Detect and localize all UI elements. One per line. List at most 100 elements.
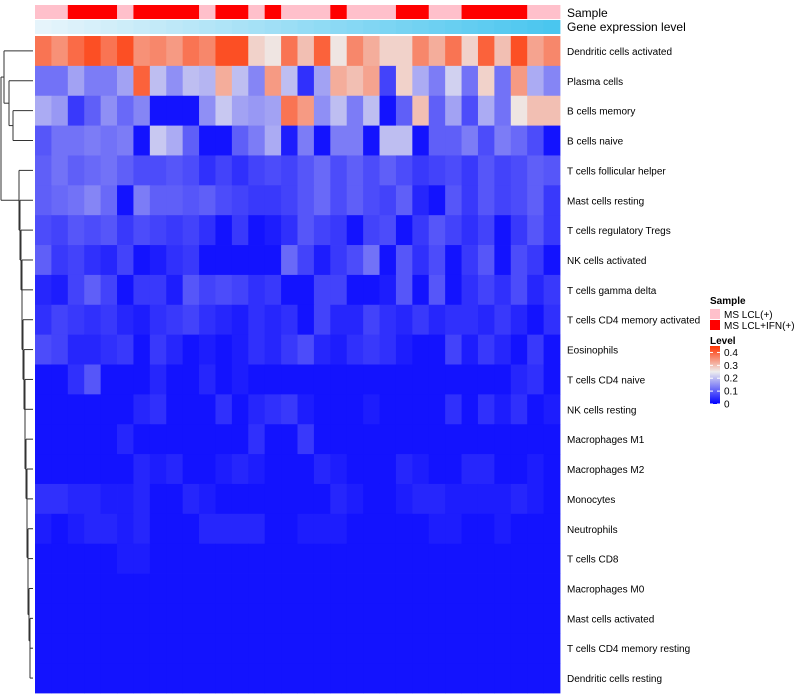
- heatmap-cell: [281, 155, 298, 186]
- heatmap-cell: [182, 36, 200, 67]
- heatmap-cell: [543, 36, 561, 67]
- heatmap-cell: [281, 543, 298, 574]
- sample-annotation-cell: [117, 5, 134, 19]
- heatmap-cell: [100, 125, 118, 156]
- heatmap-cell: [412, 483, 430, 515]
- heatmap-cell: [527, 424, 544, 455]
- heatmap-cell: [346, 633, 364, 664]
- heatmap-cell: [51, 95, 69, 126]
- heatmap-cell: [133, 125, 151, 156]
- heatmap-cell: [281, 304, 298, 336]
- heatmap-cell: [67, 633, 85, 664]
- expression-annotation-cell: [51, 20, 69, 34]
- heatmap-cell: [84, 304, 102, 336]
- heatmap-cell: [363, 155, 380, 186]
- heatmap-cell: [543, 454, 561, 485]
- heatmap-cell: [215, 185, 233, 216]
- sample-annotation-cell: [35, 5, 52, 19]
- heatmap-cell: [166, 215, 184, 246]
- heatmap-cell: [395, 483, 413, 515]
- heatmap-cell: [117, 513, 134, 545]
- heatmap-cell: [117, 185, 134, 216]
- sample-annotation-cell: [248, 5, 266, 19]
- heatmap-cell: [346, 394, 364, 425]
- heatmap-cell: [412, 543, 430, 574]
- heatmap-cell: [527, 274, 544, 306]
- heatmap-cell: [117, 125, 134, 156]
- heatmap-cell: [297, 573, 315, 604]
- heatmap-cell: [67, 95, 85, 126]
- heatmap-cell: [117, 454, 134, 485]
- heatmap-cell: [100, 185, 118, 216]
- heatmap-cell: [182, 513, 200, 545]
- heatmap-cell: [248, 633, 266, 664]
- heatmap-cell: [149, 364, 167, 395]
- heatmap-cell: [51, 633, 69, 664]
- heatmap-cell: [494, 304, 512, 336]
- heatmap-cell: [182, 543, 200, 574]
- heatmap-cell: [395, 95, 413, 126]
- heatmap-cell: [35, 334, 52, 365]
- heatmap-cell: [117, 633, 134, 664]
- heatmap-cell: [67, 36, 85, 67]
- heatmap-cell: [67, 424, 85, 455]
- heatmap-cell: [395, 424, 413, 455]
- heatmap-cell: [117, 65, 134, 97]
- heatmap-cell: [510, 155, 528, 186]
- heatmap-cell: [231, 663, 249, 694]
- heatmap-cell: [166, 633, 184, 664]
- heatmap-cell: [281, 36, 298, 67]
- heatmap-cell: [133, 95, 151, 126]
- heatmap-cell: [494, 663, 512, 694]
- heatmap-cell: [395, 573, 413, 604]
- heatmap-cell: [461, 663, 479, 694]
- heatmap-cell: [510, 394, 528, 425]
- heatmap-cell: [477, 215, 495, 246]
- heatmap-cell: [35, 633, 52, 664]
- heatmap-cell: [51, 65, 69, 97]
- row-label: Macrophages M1: [567, 435, 645, 446]
- heatmap-cell: [166, 543, 184, 574]
- heatmap-cell: [182, 245, 200, 276]
- heatmap-cell: [51, 573, 69, 604]
- heatmap-cell: [313, 274, 331, 306]
- heatmap-cell: [330, 95, 348, 126]
- heatmap-cell: [100, 364, 118, 395]
- heatmap-cell: [330, 543, 348, 574]
- heatmap-cell: [461, 125, 479, 156]
- heatmap-cell: [248, 155, 266, 186]
- heatmap-cell: [412, 513, 430, 545]
- heatmap-cell: [461, 454, 479, 485]
- heatmap-cell: [395, 334, 413, 365]
- heatmap-cell: [543, 513, 561, 545]
- heatmap-cell: [412, 274, 430, 306]
- heatmap-cell: [84, 633, 102, 664]
- heatmap-cell: [199, 245, 216, 276]
- heatmap-cell: [133, 424, 151, 455]
- heatmap-cell: [527, 394, 544, 425]
- heatmap-cell: [543, 603, 561, 634]
- heatmap-cell: [477, 454, 495, 485]
- heatmap-cell: [67, 215, 85, 246]
- heatmap-cell: [182, 454, 200, 485]
- heatmap-cell: [330, 483, 348, 515]
- row-label: NK cells resting: [567, 405, 636, 416]
- heatmap-cell: [182, 304, 200, 336]
- heatmap-cell: [510, 573, 528, 604]
- heatmap-cell: [149, 245, 167, 276]
- heatmap-cell: [182, 573, 200, 604]
- sample-annotation-cell: [133, 5, 151, 19]
- heatmap-cell: [117, 334, 134, 365]
- heatmap-cell: [313, 483, 331, 515]
- heatmap-cell: [330, 394, 348, 425]
- heatmap-cell: [330, 424, 348, 455]
- heatmap-cell: [149, 36, 167, 67]
- heatmap-cell: [346, 573, 364, 604]
- heatmap-cell: [117, 245, 134, 276]
- heatmap-cell: [510, 245, 528, 276]
- heatmap-cell: [84, 274, 102, 306]
- heatmap-cell: [67, 245, 85, 276]
- heatmap-cell: [461, 155, 479, 186]
- heatmap-cell: [543, 155, 561, 186]
